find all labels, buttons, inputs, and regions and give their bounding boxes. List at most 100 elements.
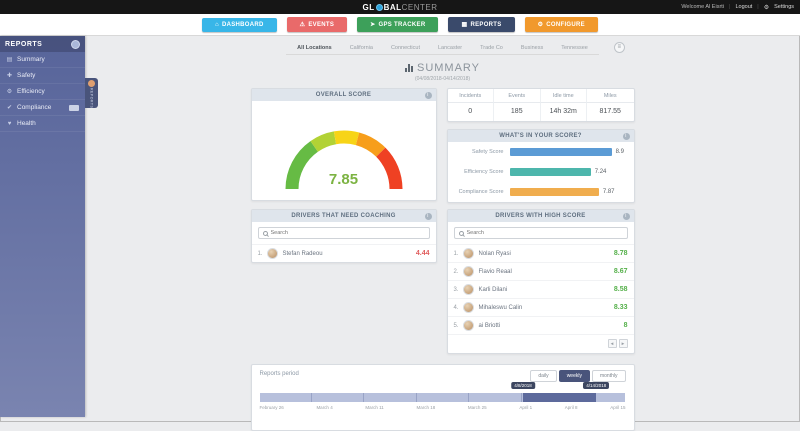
sidebar-item-label: Efficiency: [17, 88, 45, 95]
weekly-button[interactable]: weekly: [558, 370, 590, 382]
driver-score: 8.78: [613, 250, 628, 257]
period-granularity-buttons: daily weekly monthly: [530, 370, 626, 382]
sidebar-item-safety[interactable]: ✚ Safety: [0, 68, 85, 84]
compliance-icon: ✔: [6, 105, 13, 111]
reports-logo-icon: [71, 39, 80, 49]
divider: |: [729, 4, 731, 10]
high-score-drivers-card: DRIVERS WITH HIGH SCORE i 1. Nolan Ryasi…: [446, 209, 635, 354]
sidebar-item-label: Health: [17, 120, 36, 127]
nav-reports-button[interactable]: ▦ REPORTS: [448, 17, 515, 32]
driver-score: 4.44: [415, 250, 430, 257]
info-icon[interactable]: i: [622, 132, 630, 140]
score-value: 7.87: [602, 189, 615, 195]
health-icon: ♥: [7, 120, 12, 127]
nav-dashboard-button[interactable]: ⌂ DASHBOARD: [202, 17, 277, 32]
score-label: Efficiency Score: [464, 169, 504, 175]
tick-label: April 15: [610, 405, 626, 410]
highscore-search-input[interactable]: [466, 230, 623, 236]
tick-label: March 4: [316, 405, 333, 410]
coaching-drivers-card: DRIVERS THAT NEED COACHING i 1. Stefan R…: [250, 209, 437, 263]
tab-location-5[interactable]: Business: [520, 45, 544, 51]
monthly-button[interactable]: monthly: [591, 370, 626, 382]
driver-score: 8.58: [613, 286, 628, 293]
nav-events-button[interactable]: ⚠ EVENTS: [286, 17, 348, 32]
card-title: DRIVERS WITH HIGH SCORE: [495, 213, 586, 219]
score-breakdown-header: WHAT'S IN YOUR SCORE? i: [447, 130, 634, 142]
driver-rank: 5.: [453, 322, 459, 329]
sidebar-item-health[interactable]: ♥ Health: [0, 116, 85, 132]
range-end-tooltip: 4/14/2018: [583, 382, 610, 389]
overall-score-card: OVERALL SCORE i 7.85: [250, 88, 437, 201]
flyout-label: REPORTS: [89, 87, 94, 108]
efficiency-score-bar: [509, 168, 591, 176]
driver-name: Nolan Ryasi: [478, 250, 511, 257]
info-icon[interactable]: i: [424, 91, 432, 99]
stat-value-idle-time: 14h 32m: [541, 103, 587, 121]
coaching-search-input[interactable]: [270, 230, 425, 236]
nav-label: REPORTS: [470, 21, 502, 28]
driver-rank: 1.: [453, 250, 459, 257]
driver-name: Flavio Reaal: [478, 268, 512, 275]
main-navbar: ⌂ DASHBOARD ⚠ EVENTS ➤ GPS TRACKER ▦ REP…: [0, 14, 800, 36]
gps-pin-icon: ➤: [370, 22, 376, 28]
tick-label: February 26: [259, 405, 284, 410]
stat-label: Events: [494, 89, 541, 103]
search-icon: [458, 230, 464, 236]
compliance-badge: [69, 104, 79, 111]
info-icon[interactable]: i: [424, 212, 432, 220]
sidebar-item-efficiency[interactable]: ⚙ Efficiency: [0, 84, 85, 100]
driver-avatar: [462, 284, 474, 295]
warning-icon: ⚠: [299, 22, 306, 28]
timeline-tick-labels: February 26 March 4 March 11 March 18 Ma…: [260, 405, 626, 410]
driver-rank: 3.: [453, 286, 459, 293]
nav-configure-button[interactable]: ⚙ CONFIGURE: [524, 17, 598, 32]
score-label: Safety Score: [472, 149, 504, 155]
period-timeline[interactable]: 4/8/2018 4/14/2018: [259, 382, 626, 402]
daily-button[interactable]: daily: [530, 370, 557, 382]
tick-label: March 11: [365, 405, 384, 410]
coaching-drivers-header: DRIVERS THAT NEED COACHING i: [251, 210, 436, 222]
reports-flyout-tab[interactable]: REPORTS: [85, 78, 98, 108]
high-score-drivers-header: DRIVERS WITH HIGH SCORE i: [447, 210, 634, 222]
coaching-search-box: [257, 227, 430, 239]
tick-label: March 25: [467, 405, 487, 410]
range-start-tooltip: 4/8/2018: [511, 382, 535, 389]
sidebar-item-label: Compliance: [17, 104, 52, 111]
settings-link[interactable]: Settings: [774, 4, 794, 10]
tab-location-6[interactable]: Tennessee: [561, 45, 588, 51]
logo: GL BAL CENTER: [363, 3, 438, 12]
driver-row[interactable]: 1. Stefan Radeou 4.44: [251, 244, 436, 262]
tab-all-locations[interactable]: All Locations: [297, 45, 332, 51]
tab-location-1[interactable]: California: [349, 45, 373, 51]
overall-score-value: 7.85: [328, 171, 359, 188]
logout-link[interactable]: Logout: [735, 4, 753, 10]
prev-page-button[interactable]: ◄: [607, 339, 617, 348]
score-value: 8.9: [615, 149, 624, 155]
tick-label: April 8: [564, 405, 578, 410]
tabs-menu-button[interactable]: ≡: [613, 42, 625, 53]
dashboard-icon: ⌂: [215, 21, 219, 28]
nav-label: GPS TRACKER: [378, 21, 426, 28]
tab-location-3[interactable]: Lancaster: [437, 45, 463, 51]
driver-score: 8.67: [613, 268, 628, 275]
nav-gps-tracker-button[interactable]: ➤ GPS TRACKER: [357, 17, 439, 32]
tab-location-4[interactable]: Trade Co: [480, 45, 503, 51]
driver-row[interactable]: 5. ai Briotti 8: [447, 316, 634, 334]
overall-score-header: OVERALL SCORE i: [251, 89, 436, 101]
driver-row[interactable]: 4. Mihaleswu Calin 8.33: [447, 298, 634, 316]
summary-icon: ▤: [6, 57, 13, 63]
reports-period-card: Reports period daily weekly monthly 4/8/…: [250, 364, 635, 431]
tab-location-2[interactable]: Connecticut: [390, 45, 420, 51]
driver-row[interactable]: 3. Karli Dilani 8.58: [447, 280, 634, 298]
compliance-score-row: Compliance Score 7.87: [448, 182, 634, 202]
info-icon[interactable]: i: [622, 212, 630, 220]
score-value: 7.24: [594, 169, 607, 175]
next-page-button[interactable]: ►: [618, 339, 628, 348]
sidebar-item-summary[interactable]: ▤ Summary: [0, 52, 85, 68]
driver-name: Karli Dilani: [478, 286, 508, 293]
driver-row[interactable]: 2. Flavio Reaal 8.67: [447, 262, 634, 280]
driver-avatar: [462, 266, 474, 277]
sidebar-item-compliance[interactable]: ✔ Compliance: [0, 100, 85, 116]
selected-range-handle[interactable]: [523, 393, 597, 402]
driver-row[interactable]: 1. Nolan Ryasi 8.78: [447, 244, 634, 262]
